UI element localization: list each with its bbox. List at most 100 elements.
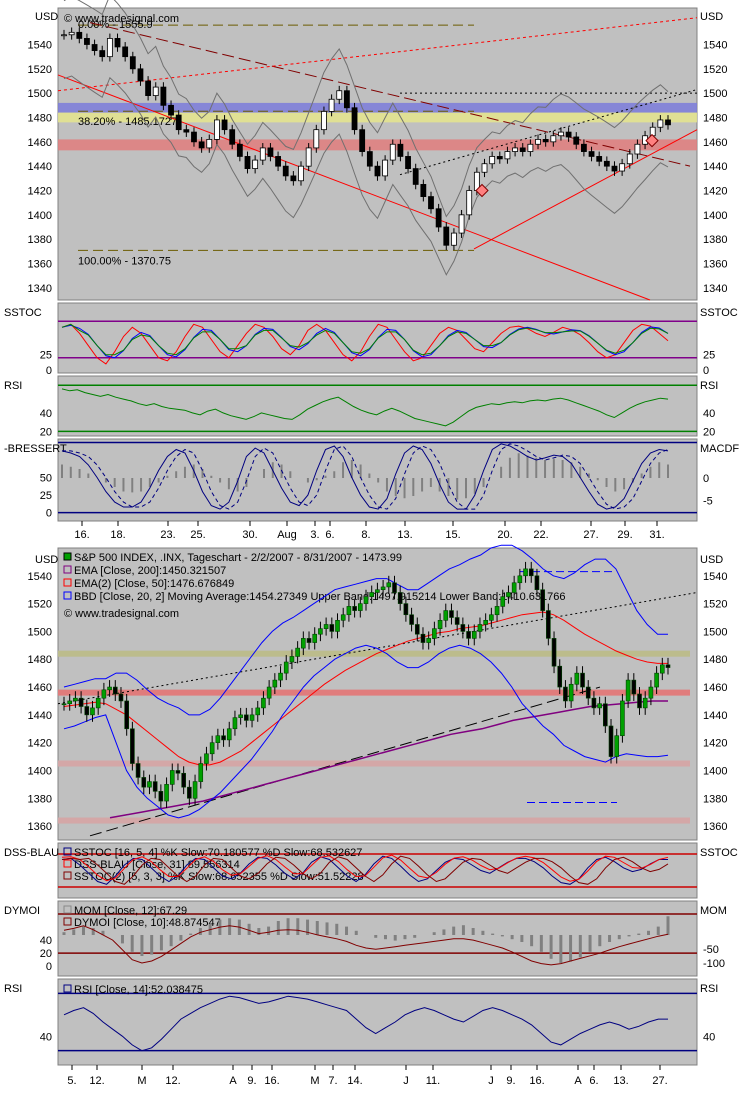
y-tick-left: 0 — [46, 365, 52, 377]
candle-body — [523, 568, 528, 577]
candle-body — [214, 119, 220, 140]
candle-body — [122, 46, 129, 58]
legend-text: EMA [Close, 200]:1450.321507 — [74, 565, 226, 577]
candle-body — [432, 628, 437, 639]
x-tick-label: A — [229, 1075, 237, 1087]
bottom-price-panel: USD USD 1360 1360 1380 1380 1400 1400 1420 1420 14… — [28, 544, 727, 841]
candle-body — [542, 138, 549, 143]
rsi-line — [61, 388, 669, 427]
y-tick-left: 1420 — [28, 186, 52, 198]
candle-body — [305, 147, 312, 167]
candle-body — [226, 728, 232, 741]
candle-body — [135, 763, 141, 778]
candle-body — [215, 735, 221, 743]
candle-body — [209, 742, 215, 755]
candle-body — [608, 725, 614, 757]
y-tick-left: 25 — [40, 350, 52, 362]
y-tick-left: 1520 — [28, 64, 52, 76]
candle-body — [323, 624, 329, 629]
y-tick-right: 1400 — [703, 765, 727, 777]
y-tick-left: 1540 — [28, 40, 52, 52]
candle-body — [369, 592, 374, 597]
y-tick-left: 1360 — [28, 259, 52, 271]
rsi-panel: RSI RSI 20 20 40 40 — [4, 375, 718, 438]
legend-text: SSTOC(2) [5, 3, 3] %K Slow:68.652355 %D … — [74, 871, 364, 883]
legend-swatch — [63, 591, 72, 600]
dss-panel-bg — [57, 842, 698, 899]
candle-body — [259, 147, 266, 161]
sstoc-d — [61, 324, 669, 359]
candle-body — [301, 638, 306, 649]
panel-title-right: MACDF — [700, 443, 739, 455]
x-tick-label: 9. — [247, 1075, 256, 1087]
legend-swatch — [63, 578, 72, 587]
panel-title-right: SSTOC — [700, 307, 738, 319]
candle-body — [397, 592, 403, 604]
trend-line — [57, 17, 698, 92]
candle-body — [249, 714, 255, 721]
candle-body — [458, 214, 465, 234]
candle-body — [540, 589, 545, 611]
x-tick-label: 27. — [652, 1075, 667, 1087]
y-tick-left: 40 — [40, 408, 52, 420]
panel-title: DYMOI — [4, 905, 40, 917]
y-tick-right: 1480 — [703, 113, 727, 125]
candle-body — [141, 777, 147, 788]
y-tick-left: 1380 — [28, 234, 52, 246]
candle-body — [619, 163, 626, 172]
candle-body — [267, 147, 274, 157]
candle-body — [244, 714, 249, 721]
watermark: © www.tradesignal.com — [64, 608, 179, 620]
panel-title-right: MOM — [700, 905, 727, 917]
candle-body — [481, 163, 488, 173]
candle-body — [451, 232, 457, 246]
y-tick-left: 20 — [40, 948, 52, 960]
y-tick-right: 1540 — [703, 40, 727, 52]
candle-body — [168, 104, 174, 116]
candle-body — [130, 728, 135, 764]
y-tick-left: 1400 — [28, 210, 52, 222]
legend-swatch — [63, 905, 72, 914]
candle-body — [637, 693, 642, 709]
candle-body — [412, 168, 419, 185]
candle-body — [550, 135, 557, 143]
candle-body — [183, 129, 190, 133]
legend-text: RSI [Close, 14]:52.038475 — [74, 984, 203, 996]
trend-line — [57, 592, 698, 705]
band-lower — [63, 75, 669, 276]
candle-body — [318, 628, 323, 635]
price-zone — [58, 102, 697, 113]
y-tick-right: 1420 — [703, 186, 727, 198]
panel-title: -BRESSERT — [4, 443, 67, 455]
rsi2-line — [63, 995, 668, 1052]
candle-body — [500, 596, 506, 607]
y-tick-left: 1440 — [28, 710, 52, 722]
candle-body — [187, 786, 192, 799]
signal-marker — [475, 183, 489, 198]
candle-body — [295, 647, 300, 657]
y-tick-left: 1460 — [28, 682, 52, 694]
price-zone — [58, 112, 697, 123]
candle-body — [596, 156, 603, 162]
y-tick-right: 40 — [703, 1031, 715, 1043]
y-tick-right: 1440 — [703, 710, 727, 722]
y-tick-right: 20 — [703, 426, 715, 438]
y-tick-left: 1540 — [28, 571, 52, 583]
legend-text: MOM [Close, 12]:67.29 — [74, 905, 187, 917]
x-tick-label: M — [310, 1075, 319, 1087]
candle-body — [426, 638, 431, 643]
panel-title: SSTOC — [4, 307, 42, 319]
y-tick-right: 1360 — [703, 821, 727, 833]
candle-body — [420, 184, 427, 197]
candle-body — [392, 582, 397, 593]
x-tick-label: J — [488, 1075, 494, 1087]
candle-body — [68, 31, 75, 36]
candle-body — [158, 791, 164, 802]
y-tick-left: 0 — [46, 961, 52, 973]
candle-body — [252, 159, 259, 169]
candle-body — [409, 614, 414, 625]
y-tick-right: 1540 — [703, 571, 727, 583]
x-tick-label: 8. — [361, 529, 370, 541]
